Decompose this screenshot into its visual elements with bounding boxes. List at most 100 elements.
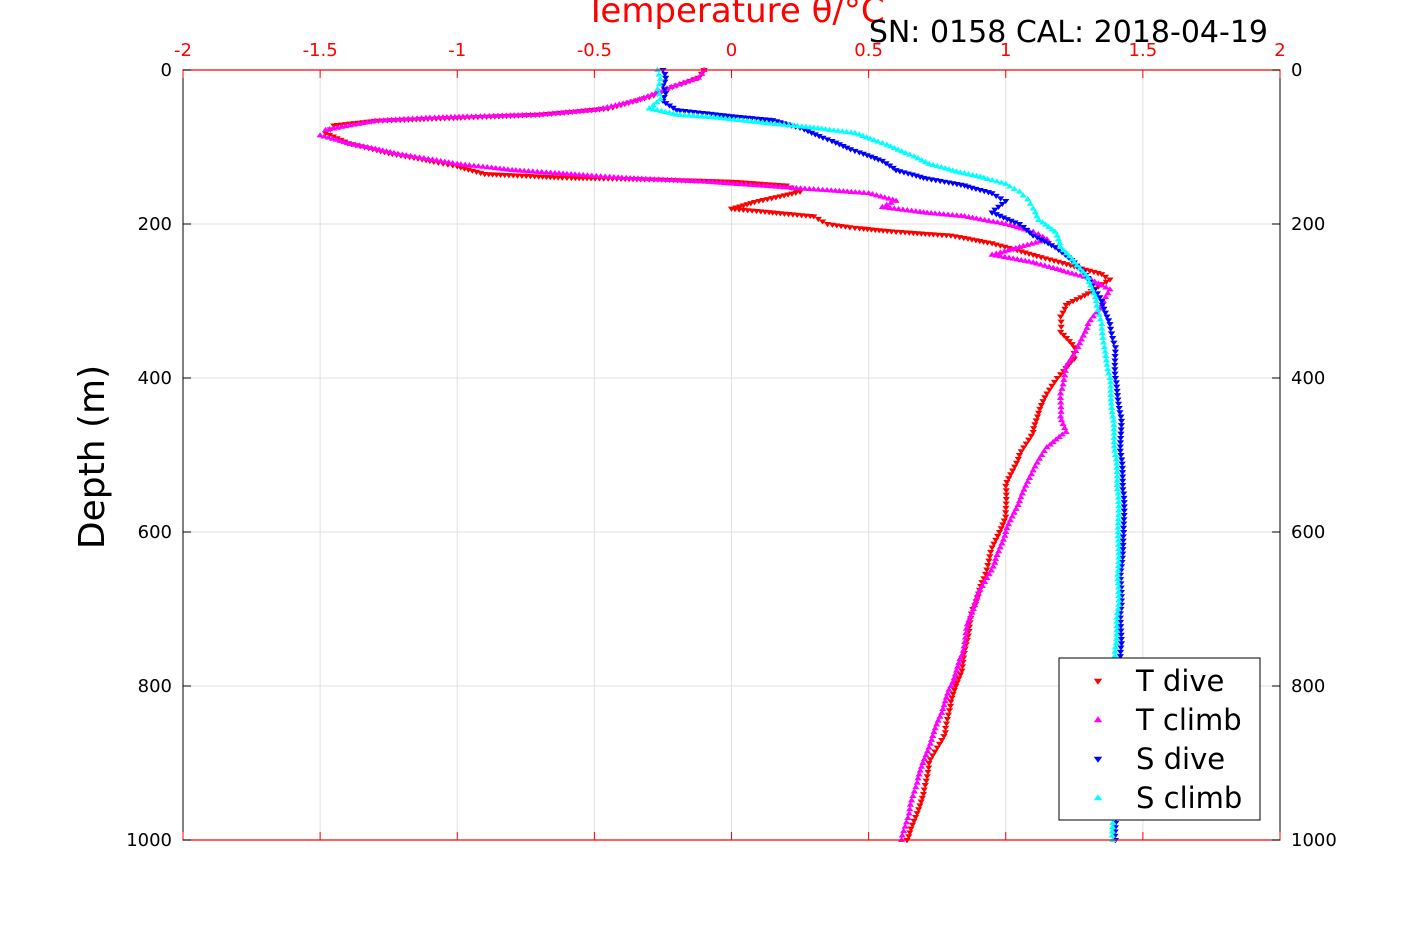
data-point	[1062, 302, 1070, 309]
data-point	[851, 148, 859, 155]
data-point	[1091, 278, 1099, 284]
data-point	[730, 116, 738, 122]
data-point	[1115, 503, 1123, 509]
data-point	[1102, 284, 1110, 290]
data-point	[883, 141, 891, 147]
data-point	[1048, 226, 1056, 232]
data-point	[1107, 326, 1115, 332]
data-point	[662, 91, 670, 97]
data-point	[746, 181, 755, 187]
data-point	[655, 81, 663, 87]
data-point	[1113, 477, 1121, 483]
data-point	[1072, 347, 1080, 353]
data-point	[583, 172, 592, 178]
data-point	[1113, 481, 1121, 487]
data-point	[671, 82, 679, 88]
data-point	[1112, 380, 1120, 386]
data-point	[1113, 388, 1121, 395]
data-point	[892, 197, 900, 203]
data-point	[691, 75, 699, 81]
data-point	[935, 741, 944, 747]
data-point	[1019, 224, 1028, 231]
data-point	[660, 95, 668, 101]
data-point	[1109, 819, 1117, 825]
data-point	[1098, 272, 1106, 278]
data-point	[925, 761, 933, 767]
data-point	[950, 675, 958, 681]
data-point	[322, 126, 330, 133]
data-point	[1033, 414, 1042, 420]
data-point	[801, 185, 809, 191]
data-point	[989, 218, 997, 224]
data-point	[611, 102, 619, 108]
data-point	[959, 659, 967, 666]
data-point	[535, 111, 544, 117]
data-point	[1115, 545, 1123, 552]
data-point	[877, 193, 885, 199]
data-point	[901, 823, 909, 829]
data-point	[700, 178, 708, 184]
data-point	[615, 101, 623, 107]
data-point	[962, 625, 970, 631]
data-point	[805, 185, 813, 191]
data-point	[1113, 631, 1121, 637]
data-point	[689, 112, 697, 118]
data-point	[951, 671, 960, 677]
data-point	[1113, 393, 1122, 399]
data-point	[1111, 354, 1119, 360]
data-point	[422, 114, 430, 120]
data-point	[1060, 268, 1068, 274]
data-point	[524, 168, 533, 174]
data-point	[1115, 507, 1123, 513]
data-point	[1045, 223, 1053, 230]
data-point	[623, 99, 631, 105]
data-point	[908, 207, 916, 213]
data-point	[978, 582, 986, 588]
data-point	[1017, 494, 1025, 500]
data-point	[1101, 348, 1109, 354]
data-point	[1119, 551, 1127, 557]
data-point	[542, 169, 550, 175]
data-point	[902, 819, 911, 825]
data-point	[999, 536, 1008, 542]
legend-label: S dive	[1136, 742, 1225, 776]
data-point	[1103, 361, 1111, 367]
data-point	[742, 181, 750, 187]
data-point	[990, 541, 998, 547]
data-point	[1034, 231, 1042, 237]
data-point	[927, 736, 936, 742]
data-point	[944, 211, 952, 217]
data-point	[810, 186, 818, 192]
data-point	[1114, 528, 1122, 534]
data-point	[1004, 521, 1013, 527]
data-point	[1073, 297, 1081, 303]
data-point	[1115, 498, 1123, 504]
data-point	[890, 205, 898, 211]
y-tick-label-right: 400	[1291, 368, 1325, 389]
data-point	[947, 682, 955, 688]
data-point	[870, 137, 878, 143]
data-point	[1000, 248, 1008, 254]
legend-marker	[1093, 678, 1103, 685]
data-point	[1002, 514, 1010, 520]
data-point	[363, 119, 371, 125]
data-point	[1098, 320, 1106, 327]
data-point	[863, 153, 871, 159]
data-point	[1113, 468, 1121, 475]
data-point	[1113, 384, 1121, 390]
data-point	[1038, 219, 1047, 225]
data-point	[955, 676, 963, 682]
data-point	[1117, 632, 1125, 638]
data-point	[943, 717, 952, 723]
data-point	[992, 193, 1000, 200]
data-point	[659, 68, 667, 74]
data-point	[991, 559, 999, 565]
data-point	[1084, 320, 1092, 327]
data-point	[424, 155, 432, 161]
data-point	[476, 113, 484, 119]
data-point	[1117, 435, 1125, 442]
data-point	[1120, 530, 1128, 536]
data-point	[960, 643, 968, 649]
data-point	[1070, 345, 1078, 351]
data-point	[1025, 474, 1034, 481]
